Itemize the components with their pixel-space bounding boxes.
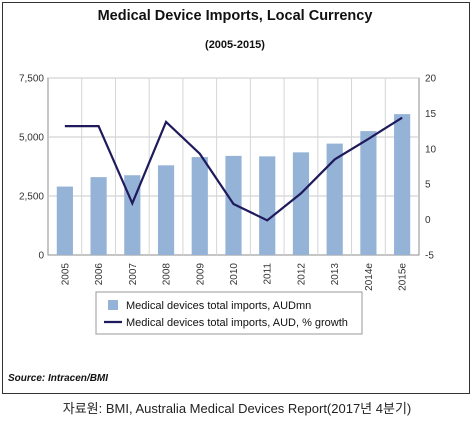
y-right-tick-label: 15 (425, 109, 437, 120)
y-right-tick-label: 0 (425, 215, 431, 226)
x-tick-label: 2007 (128, 263, 139, 286)
bar (56, 186, 73, 255)
y-right-tick-label: 5 (425, 180, 431, 191)
legend-label-line: Medical devices total imports, AUD, % gr… (126, 317, 348, 329)
x-tick-label: 2013 (330, 263, 341, 286)
legend-box (95, 291, 363, 335)
legend-swatch-bars (108, 300, 118, 310)
bar (259, 156, 276, 255)
bar (394, 114, 411, 255)
y-left-tick-label: 5,000 (19, 133, 44, 144)
y-right-tick-label: -5 (425, 251, 434, 262)
x-tick-label: 2014e (364, 263, 375, 291)
chart-title: Medical Device Imports, Local Currency (97, 8, 373, 24)
x-tick-label: 2011 (263, 263, 274, 285)
chart-subtitle: (2005-2015) (205, 39, 265, 51)
bar (360, 131, 377, 255)
bar (326, 143, 343, 255)
bar (157, 165, 175, 255)
x-tick-label: 2015e (398, 263, 409, 291)
y-right-tick-label: 20 (425, 74, 437, 85)
caption: 자료원: BMI, Australia Medical Devices Repo… (62, 401, 412, 416)
source-note: Source: Intracen/BMI (8, 373, 109, 384)
x-tick-label: 2009 (195, 263, 206, 286)
bar (292, 152, 310, 255)
bar (90, 177, 107, 255)
bar (225, 155, 242, 255)
x-tick-label: 2006 (94, 263, 105, 286)
x-tick-label: 2012 (296, 263, 307, 286)
bar (191, 157, 208, 255)
x-tick-label: 2005 (60, 263, 71, 286)
y-right-tick-label: 10 (425, 144, 437, 155)
y-left-tick-label: 2,500 (19, 192, 44, 203)
x-tick-label: 2010 (229, 263, 240, 286)
y-left-tick-label: 7,500 (19, 74, 44, 85)
y-left-tick-label: 0 (38, 251, 44, 262)
x-tick-label: 2008 (162, 263, 173, 286)
legend-label-bars: Medical devices total imports, AUDmn (126, 300, 311, 312)
